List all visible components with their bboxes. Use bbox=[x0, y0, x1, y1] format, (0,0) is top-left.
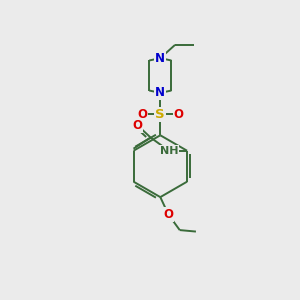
Text: O: O bbox=[164, 208, 174, 221]
Text: O: O bbox=[137, 108, 147, 121]
Text: NH: NH bbox=[160, 146, 178, 156]
Text: O: O bbox=[132, 118, 142, 132]
Text: O: O bbox=[174, 108, 184, 121]
Text: N: N bbox=[155, 52, 165, 64]
Text: N: N bbox=[155, 86, 165, 99]
Text: S: S bbox=[155, 108, 165, 121]
